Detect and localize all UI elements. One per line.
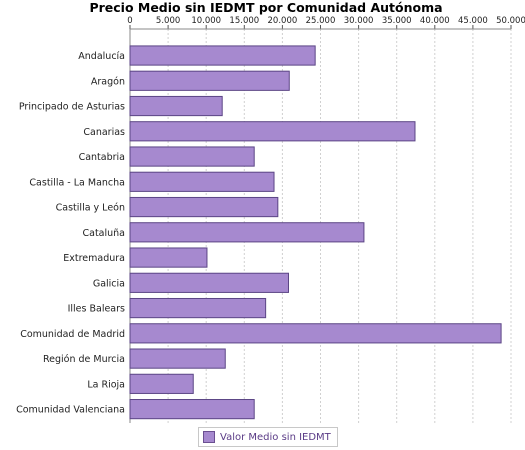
x-tick-label: 35.000: [382, 16, 412, 26]
legend-swatch: [203, 431, 215, 443]
legend-label: Valor Medio sin IEDMT: [220, 431, 331, 443]
bar: [129, 348, 226, 369]
x-tick-label: 0: [127, 16, 132, 26]
x-tick-label: 20.000: [268, 16, 298, 26]
x-tick-label: 45.000: [458, 16, 488, 26]
category-label: Castilla y León: [56, 203, 125, 214]
bar: [129, 95, 223, 117]
chart-title: Precio Medio sin IEDMT por Comunidad Aut…: [89, 0, 442, 15]
x-tick-label: 5.000: [156, 16, 180, 26]
x-tick-label: 25.000: [306, 16, 336, 26]
bar: [129, 297, 267, 319]
legend: Valor Medio sin IEDMT: [198, 427, 338, 447]
x-tick-label: 10.000: [191, 16, 221, 26]
category-label: Andalucía: [78, 51, 125, 62]
bar: [129, 171, 275, 192]
category-label: Comunidad Valenciana: [16, 405, 125, 416]
category-label: Extremadura: [63, 253, 125, 264]
bar: [129, 373, 194, 394]
category-label: Comunidad de Madrid: [20, 329, 125, 340]
bar: [129, 399, 255, 420]
category-label: Castilla - La Mancha: [29, 177, 125, 188]
category-label: Aragón: [91, 76, 125, 87]
bar: [129, 70, 290, 91]
category-label: Cantabria: [79, 152, 125, 163]
category-label: Illes Balears: [68, 304, 125, 315]
category-labels: Andalucía Aragón Principado de Asturias Can…: [16, 51, 125, 416]
category-label: La Rioja: [87, 379, 125, 390]
x-tick-label: 40.000: [420, 16, 450, 26]
category-label: Canarias: [83, 127, 125, 138]
x-tick-label: 15.000: [229, 16, 259, 26]
bar: [129, 121, 416, 142]
category-label: Principado de Asturias: [19, 102, 125, 113]
x-tick-label: 50.000: [496, 16, 525, 26]
bar: [129, 323, 502, 344]
bar: [129, 222, 365, 243]
category-label: Región de Murcia: [43, 354, 125, 365]
category-label: Galicia: [93, 278, 125, 289]
bar: [129, 45, 316, 66]
bar: [129, 247, 208, 268]
category-label: Cataluña: [82, 228, 125, 239]
bars: [129, 45, 502, 420]
x-tick-label: 30.000: [344, 16, 374, 26]
bar: [129, 196, 279, 218]
bar: [129, 146, 255, 167]
bar: [129, 272, 289, 293]
